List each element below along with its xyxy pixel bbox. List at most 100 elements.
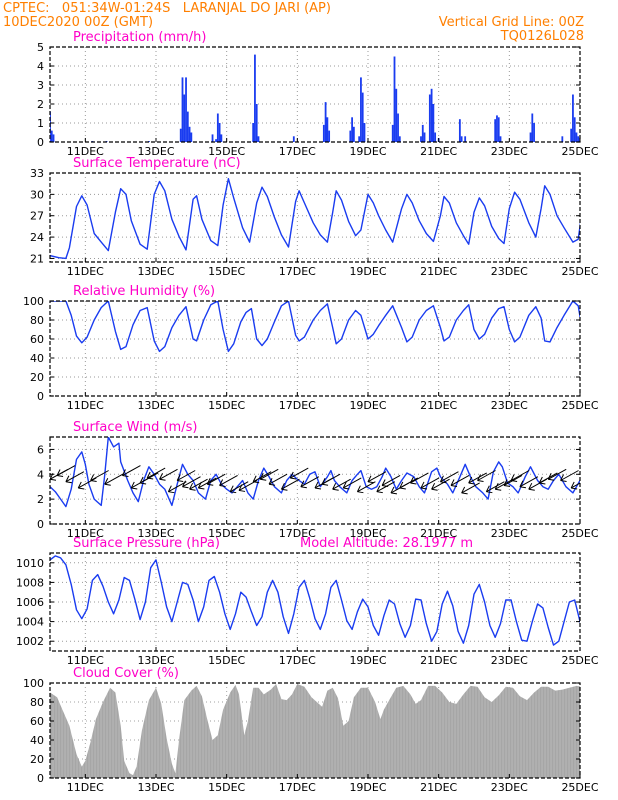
x-tick-label: 11DEC	[67, 265, 104, 278]
panel-title: Surface Pressure (hPa)	[73, 536, 220, 551]
wind-vector-head	[300, 486, 307, 489]
y-tick-label: 2	[37, 493, 44, 506]
x-tick-label: 21DEC	[420, 265, 457, 278]
wind-vector-head	[494, 482, 499, 490]
precip-bar	[497, 117, 500, 142]
wind-vector-head	[332, 488, 339, 491]
precip-bar	[397, 113, 399, 142]
x-tick-label: 11DEC	[67, 399, 104, 412]
x-tick-label: 21DEC	[420, 145, 457, 158]
wind-vector	[486, 481, 505, 493]
wind-vector-head	[582, 473, 585, 479]
wind-vector-head	[420, 481, 425, 489]
wind-vector	[468, 472, 487, 484]
wind-vector	[65, 471, 85, 483]
wind-vector-head	[219, 484, 226, 487]
precip-bar	[496, 115, 498, 142]
wind-vector	[290, 467, 309, 479]
x-tick-label: 19DEC	[349, 145, 386, 158]
wind-vector-head	[147, 477, 154, 480]
wind-vector-head	[197, 481, 202, 489]
x-tick-label: 13DEC	[137, 399, 174, 412]
precip-bar	[391, 124, 394, 142]
y-tick-label: 1004	[16, 616, 44, 629]
panel-pres: 1002 1004 1006 1008 1010 11DEC 13DEC 15DEC 17DEC…	[16, 536, 599, 667]
series-wind	[50, 437, 585, 508]
wind-vector	[560, 470, 579, 481]
wind-vector	[343, 477, 362, 489]
wind-vector-head	[280, 482, 285, 490]
panel-wind: 0 2 4 6 11DEC 13DEC 15DEC 17DEC 19DEC 21DEC 23DEC 2…	[37, 420, 599, 540]
precip-bar	[531, 113, 534, 142]
y-tick-label: 27	[30, 210, 44, 223]
panel-cloud: 0 20 40 60 80 100 11DEC 13DEC 15DEC 17DEC 19DEC 21D…	[23, 666, 599, 794]
forecast-date: 10DEC2020 00Z (GMT)	[3, 15, 154, 30]
x-tick-label: 25DEC	[561, 399, 598, 412]
series-precip	[50, 54, 609, 143]
precip-bar	[220, 134, 223, 142]
wind-vector-head	[229, 485, 234, 492]
panel-title: Precipitation (mm/h)	[73, 30, 206, 45]
wind-vector-head	[131, 487, 138, 490]
wind-vector-head	[539, 482, 546, 485]
x-tick-label: 17DEC	[279, 527, 316, 540]
x-tick-label: 17DEC	[279, 265, 316, 278]
wind-vector-head	[104, 478, 109, 485]
precip-bar	[423, 132, 426, 142]
precip-bar	[430, 88, 433, 142]
wind-vector	[259, 468, 279, 480]
wind-vector-head	[439, 475, 444, 482]
y-tick-label: 1006	[16, 596, 44, 609]
precip-bar	[432, 104, 435, 142]
wind-vector-head	[198, 487, 205, 490]
precip-bar	[185, 77, 187, 142]
x-tick-label: 23DEC	[491, 527, 528, 540]
y-tick-label: 80	[30, 314, 44, 327]
precip-bar	[218, 123, 221, 142]
y-tick-label: 6	[37, 443, 44, 456]
wind-vector	[547, 468, 567, 480]
precip-bar	[421, 124, 424, 142]
wind-vector-head	[528, 488, 535, 491]
series-rh	[50, 301, 580, 353]
wind-vector-head	[206, 478, 211, 485]
wind-vector-head	[356, 485, 361, 492]
precip-bar	[607, 133, 609, 143]
run-code: TQ0126L028	[500, 29, 584, 44]
x-tick-label: 25DEC	[561, 145, 598, 158]
panel-title: Cloud Cover (%)	[73, 666, 179, 681]
x-tick-label: 13DEC	[137, 654, 174, 667]
precip-bar	[494, 119, 497, 142]
wind-vector	[477, 470, 496, 481]
chart-header: CPTEC: 051:34W-01:24S LARANJAL DO JARI (…	[0, 0, 618, 44]
precip-bar	[328, 130, 331, 142]
precip-bar	[292, 136, 295, 142]
plot-frame	[49, 436, 581, 525]
wind-vector-head	[570, 481, 575, 489]
wind-vector	[461, 482, 480, 494]
precip-bar	[352, 126, 355, 142]
wind-vector-head	[65, 475, 70, 482]
precip-bar	[50, 130, 53, 142]
x-tick-label: 23DEC	[491, 265, 528, 278]
wind-vector-head	[485, 485, 490, 492]
x-tick-label: 11DEC	[67, 781, 104, 794]
wind-vector	[168, 481, 187, 493]
precip-bar	[561, 136, 564, 142]
panel-title: Relative Humidity (%)	[73, 284, 215, 299]
plot-frame	[49, 682, 581, 779]
x-tick-label: 25DEC	[561, 265, 598, 278]
x-tick-label: 23DEC	[491, 654, 528, 667]
wind-vector	[122, 465, 141, 476]
wind-vector-head	[547, 473, 552, 480]
series-temp	[50, 178, 580, 260]
wind-vector-head	[122, 475, 129, 478]
wind-vector-head	[548, 478, 555, 481]
wind-vector-head	[511, 480, 518, 482]
wind-vector-head	[367, 475, 372, 482]
y-tick-label: 60	[30, 715, 44, 728]
wind-vector-head	[159, 478, 166, 481]
wind-vector-head	[571, 487, 578, 490]
x-tick-label: 15DEC	[208, 145, 245, 158]
wind-vector-head	[159, 473, 163, 480]
